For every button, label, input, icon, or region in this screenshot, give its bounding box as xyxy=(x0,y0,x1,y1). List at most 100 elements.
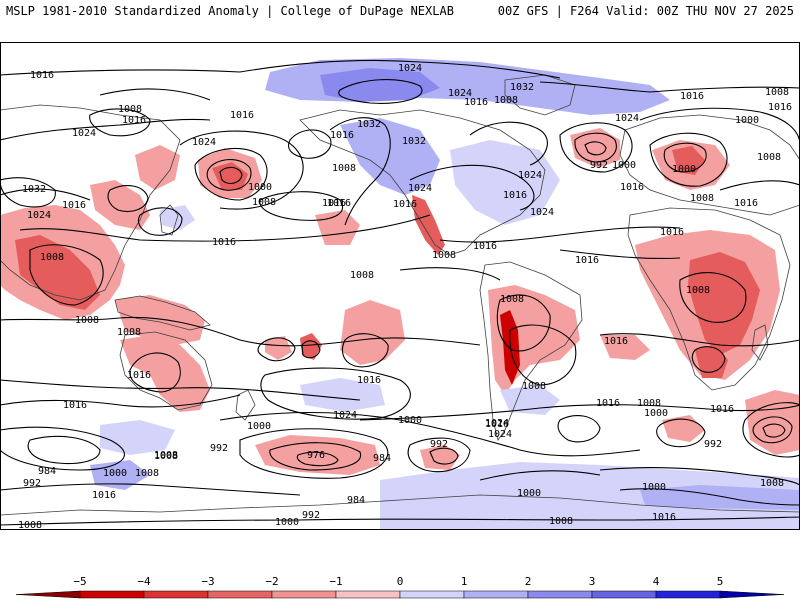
anomaly-area-southern-ocean-east xyxy=(640,485,800,510)
isobar-label: 1008 xyxy=(522,381,546,392)
isobar-line xyxy=(0,69,241,76)
colorbar-body xyxy=(15,590,785,599)
isobar-line xyxy=(479,470,601,481)
isobar-line xyxy=(557,415,601,443)
isobar-line xyxy=(99,88,211,101)
colorbar-segment xyxy=(463,590,529,599)
isobar-line xyxy=(19,214,431,242)
colorbar-max-arrow xyxy=(719,590,785,599)
isobar-label: 1024 xyxy=(408,183,432,194)
coast-australia xyxy=(119,331,213,411)
isobar-line xyxy=(0,316,481,347)
isobar-label: 1000 xyxy=(398,415,422,426)
isobar-label: 1024 xyxy=(488,429,512,440)
isobar-line xyxy=(0,394,241,408)
isobar-label: 1024 xyxy=(398,63,422,74)
isobar-label: 992 xyxy=(590,160,608,171)
isobar-label: 1000 xyxy=(642,482,666,493)
map-title: MSLP 1981-2010 Standardized Anomaly | Co… xyxy=(6,4,454,18)
isobar-label: 1016 xyxy=(596,398,620,409)
isobar-contours xyxy=(0,59,800,526)
isobar-line xyxy=(409,164,535,211)
isobar-line xyxy=(399,267,501,281)
isobar-label: 1008 xyxy=(18,520,42,530)
anomaly-area-southern-ocean-1 xyxy=(255,435,380,475)
anomaly-area-mexico xyxy=(412,195,445,255)
isobar-label: 1024 xyxy=(530,207,554,218)
isobar-label: 984 xyxy=(373,453,391,464)
isobar-label: 1000 xyxy=(644,408,668,419)
anomaly-core-arctic-high xyxy=(320,68,440,102)
isobar-label: 984 xyxy=(38,466,56,477)
isobar-label: 1000 xyxy=(672,164,696,175)
isobar-line xyxy=(663,142,707,173)
isobar-line xyxy=(301,340,321,359)
isobar-line xyxy=(752,416,793,444)
colorbar-segment xyxy=(655,590,721,599)
isobar-line xyxy=(359,404,800,421)
isobar-label: 1008 xyxy=(760,478,784,489)
anomaly-core-north-pacific-low xyxy=(212,162,248,190)
isobar-label: 1016 xyxy=(660,227,684,238)
isobar-label: 1008 xyxy=(500,294,524,305)
isobar-label: 1016 xyxy=(63,400,87,411)
isobar-label: 984 xyxy=(347,495,365,506)
isobar-line xyxy=(0,118,211,141)
mslp-anomaly-map: 1016 1008 1016 1024 1024 1016 1000 1008 … xyxy=(0,42,800,530)
coast-north-america xyxy=(299,109,546,256)
colorbar-tick-label: 1 xyxy=(461,575,468,588)
isobar-label: 1008 xyxy=(765,87,789,98)
isobar-line xyxy=(719,180,800,191)
isobar-line xyxy=(574,132,617,163)
isobar-line xyxy=(559,122,633,173)
colorbar-min-arrow xyxy=(15,590,81,599)
model-run-info: 00Z GFS | F264 Valid: 00Z THU NOV 27 202… xyxy=(497,4,794,18)
isobar-label: 1000 xyxy=(517,488,541,499)
isobar-line xyxy=(296,451,339,467)
isobar-label: 1024 xyxy=(448,88,472,99)
isobar-line xyxy=(469,121,548,166)
isobar-line xyxy=(219,166,243,184)
isobar-label: 1008 xyxy=(332,163,356,174)
isobar-line xyxy=(0,516,800,526)
colorbar-segment xyxy=(207,590,273,599)
anomaly-core-east-asia xyxy=(15,235,100,310)
isobar-line xyxy=(0,426,125,471)
isobar-label: 992 xyxy=(210,443,228,454)
isobar-line xyxy=(656,418,706,448)
isobar-line xyxy=(239,59,561,79)
colorbar-tick-label: −5 xyxy=(73,575,86,588)
colorbar-tick-label: 4 xyxy=(653,575,660,588)
isobar-line xyxy=(584,141,607,156)
colorbar-tick-label: −4 xyxy=(137,575,151,588)
isobar-label: 992 xyxy=(704,439,722,450)
isobar-line xyxy=(179,130,304,210)
isobar-label: 1016 xyxy=(357,375,381,386)
isobar-label: 1016 xyxy=(212,237,236,248)
isobar-label: 1024 xyxy=(333,410,357,421)
isobar-line xyxy=(407,437,471,473)
coast-europe xyxy=(619,114,800,216)
isobar-line xyxy=(129,352,181,393)
isobar-label: 992 xyxy=(430,439,448,450)
isobar-label: 1008 xyxy=(549,516,573,527)
isobar-label: 1024 xyxy=(518,170,542,181)
isobar-line xyxy=(219,411,641,457)
isobar-label: 1016 xyxy=(620,182,644,193)
isobar-label: 1016 xyxy=(710,404,734,415)
isobar-line xyxy=(257,337,296,362)
isobar-label: 1008 xyxy=(118,104,142,115)
isobar-label: 1008 xyxy=(432,250,456,261)
isobar-label: 1016 xyxy=(485,419,509,430)
isobar-line xyxy=(439,226,681,243)
anomaly-area-eastern-north-america xyxy=(450,140,560,225)
isobar-label: 1024 xyxy=(27,210,51,221)
isobar-labels: 1016 1008 1016 1024 1024 1016 1000 1008 … xyxy=(18,63,792,530)
isobar-label: 1008 xyxy=(350,270,374,281)
isobar-line xyxy=(29,244,104,306)
isobar-line xyxy=(259,191,343,221)
isobar-line xyxy=(559,249,681,259)
anomaly-area-south-pacific-small-2 xyxy=(265,336,292,360)
isobar-label: 1016 xyxy=(734,198,758,209)
isobar-label: 1024 xyxy=(615,113,639,124)
